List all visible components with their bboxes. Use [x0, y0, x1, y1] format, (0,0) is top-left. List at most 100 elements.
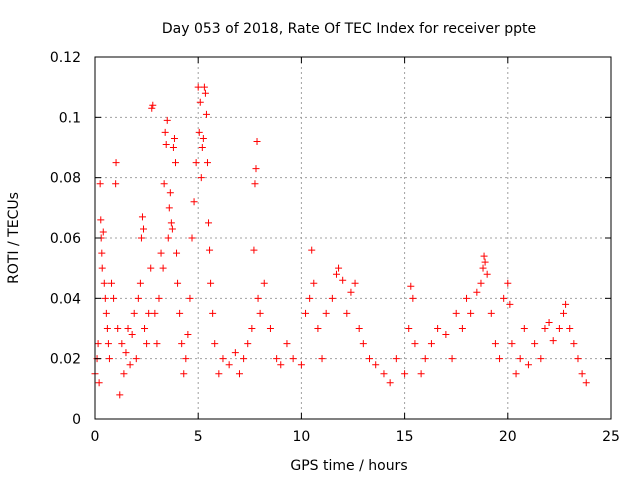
- data-point: [417, 370, 425, 378]
- data-point: [149, 101, 157, 109]
- data-point: [318, 355, 326, 363]
- y-axis: 0 0.02 0.04 0.06 0.08 0.1 0.12: [50, 50, 611, 428]
- data-point: [94, 340, 102, 348]
- data-point: [198, 144, 206, 151]
- data-point: [134, 294, 142, 302]
- data-point: [105, 355, 113, 363]
- data-point: [434, 325, 442, 332]
- data-point: [188, 234, 196, 242]
- data-point: [110, 294, 118, 302]
- data-point: [537, 355, 545, 363]
- data-point: [167, 219, 175, 227]
- y-tick-label: 0.02: [50, 352, 81, 368]
- data-point: [122, 349, 130, 357]
- data-point: [157, 249, 165, 257]
- data-point: [197, 174, 205, 182]
- data-point: [473, 288, 481, 296]
- data-point: [480, 252, 488, 260]
- data-point: [186, 294, 194, 302]
- data-point: [260, 279, 268, 287]
- data-point: [112, 180, 120, 188]
- data-point: [256, 309, 264, 317]
- data-point: [173, 249, 181, 257]
- data-point: [205, 219, 213, 227]
- data-point: [442, 331, 450, 339]
- data-point: [108, 279, 116, 287]
- data-point: [231, 349, 239, 357]
- data-point: [405, 325, 413, 332]
- x-tick-label: 25: [602, 429, 620, 445]
- y-tick-label: 0.08: [50, 171, 81, 187]
- data-point: [116, 391, 124, 399]
- data-point: [130, 309, 138, 317]
- data-point: [143, 340, 151, 348]
- data-point: [171, 159, 179, 167]
- data-point: [483, 270, 491, 278]
- data-point: [192, 159, 200, 167]
- data-point: [566, 325, 574, 332]
- data-point: [308, 246, 316, 254]
- data-point: [467, 309, 475, 317]
- data-point: [366, 355, 374, 363]
- data-point: [141, 325, 149, 332]
- chart-title: Day 053 of 2018, Rate Of TEC Index for r…: [162, 21, 536, 37]
- data-point: [500, 294, 508, 302]
- data-point: [176, 309, 184, 317]
- data-point: [283, 340, 291, 348]
- data-point: [524, 361, 532, 369]
- data-point: [114, 325, 122, 332]
- data-point: [240, 355, 248, 363]
- data-point: [306, 294, 314, 302]
- data-point: [335, 264, 343, 272]
- data-point: [578, 370, 586, 378]
- data-point: [541, 325, 549, 332]
- data-point: [148, 104, 156, 112]
- x-tick-label: 20: [499, 429, 517, 445]
- data-point: [207, 279, 215, 287]
- data-point: [508, 340, 516, 348]
- data-point: [504, 279, 512, 287]
- data-point: [101, 294, 109, 302]
- data-point: [138, 213, 146, 221]
- data-point: [112, 159, 120, 167]
- data-point: [582, 379, 590, 387]
- data-point: [118, 340, 126, 348]
- data-point: [160, 180, 168, 188]
- data-point: [328, 294, 336, 302]
- data-point: [170, 134, 178, 142]
- data-point: [140, 225, 148, 233]
- y-tick-label: 0.12: [50, 50, 81, 66]
- data-point: [155, 294, 163, 302]
- data-point: [401, 370, 409, 378]
- data-point: [386, 379, 394, 387]
- data-point: [343, 309, 351, 317]
- data-point: [506, 300, 514, 308]
- data-point: [164, 234, 172, 242]
- y-tick-label: 0.04: [50, 291, 81, 307]
- x-tick-label: 5: [194, 429, 203, 445]
- data-point: [427, 340, 435, 348]
- data-point: [184, 331, 192, 339]
- data-point: [99, 228, 107, 236]
- data-point: [201, 89, 209, 97]
- data-point: [512, 370, 520, 378]
- data-point: [194, 83, 202, 91]
- data-point: [219, 355, 227, 363]
- data-point: [250, 246, 258, 254]
- data-point: [322, 309, 330, 317]
- data-point: [97, 216, 105, 224]
- data-point: [347, 288, 355, 296]
- data-point: [98, 264, 106, 272]
- data-point: [332, 270, 340, 278]
- y-tick-label: 0: [72, 412, 81, 428]
- data-point: [215, 370, 223, 378]
- data-point: [421, 355, 429, 363]
- data-point: [297, 361, 305, 369]
- data-point: [531, 340, 539, 348]
- data-point: [254, 294, 262, 302]
- data-point: [166, 189, 174, 197]
- data-point: [555, 325, 563, 332]
- y-tick-label: 0.1: [59, 110, 81, 126]
- data-point: [203, 159, 211, 167]
